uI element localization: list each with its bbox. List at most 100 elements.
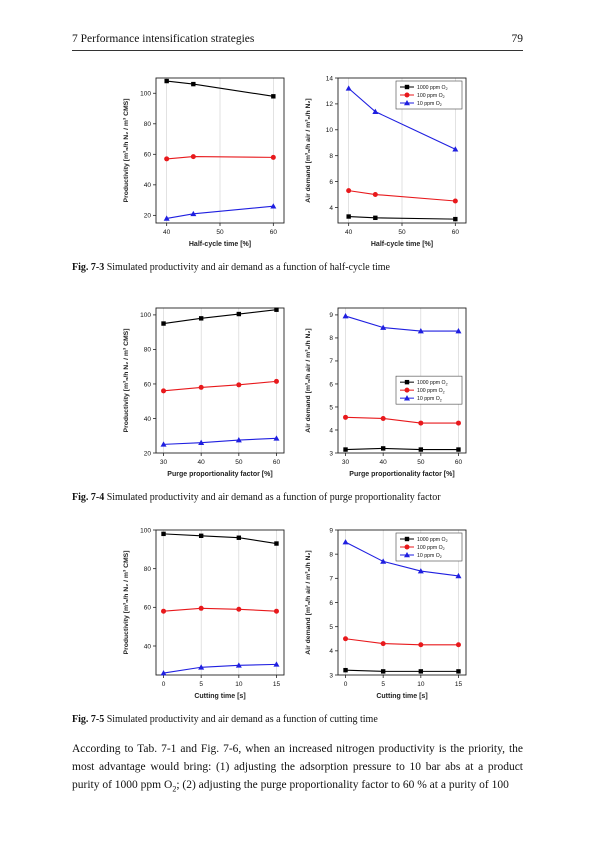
chart-fig-7-3-air-demand: 40 50 60 4 6 8 10 12 14 Half-cycle time [%] Air de… bbox=[300, 75, 472, 253]
legend-marker bbox=[405, 545, 410, 550]
y-tick-label: 14 bbox=[326, 75, 334, 82]
chart-svg: 30 40 50 6020406080100Purge proportionality… bbox=[118, 305, 290, 483]
legend-label: 10 ppm O2 bbox=[417, 553, 442, 559]
chart-svg: 40 50 60 4 6 8 10 12 14 Half-cycle time [%] Air de… bbox=[300, 75, 472, 253]
series-line bbox=[346, 316, 459, 331]
body-line: most advantage would bring: (1) adjustin… bbox=[72, 761, 523, 773]
data-point bbox=[343, 668, 347, 672]
x-tick-label: 5 bbox=[199, 681, 203, 688]
x-axis-label: Half-cycle time [%] bbox=[189, 241, 251, 248]
x-tick-label: 15 bbox=[455, 681, 463, 688]
body-paragraph: According to Tab. 7-1 and Fig. 7-6, when… bbox=[72, 740, 523, 798]
y-tick-label: 60 bbox=[144, 381, 152, 388]
data-point bbox=[456, 669, 460, 673]
y-tick-label: 20 bbox=[144, 450, 152, 457]
data-point bbox=[161, 388, 166, 393]
y-tick-label: 4 bbox=[329, 205, 333, 212]
y-tick-label: 40 bbox=[144, 182, 152, 189]
y-tick-label: 6 bbox=[329, 179, 333, 186]
y-tick-label: 3 bbox=[329, 450, 333, 457]
series-line bbox=[346, 639, 459, 645]
x-tick-label: 60 bbox=[455, 459, 463, 466]
y-axis-label: Air demand [m³ₙ/h air / m³ₙ/h N₂] bbox=[305, 550, 312, 654]
plot-frame bbox=[156, 530, 284, 675]
data-point bbox=[161, 321, 165, 325]
y-tick-label: 6 bbox=[329, 381, 333, 388]
data-point bbox=[191, 154, 196, 159]
data-point bbox=[199, 534, 203, 538]
legend-marker bbox=[405, 388, 410, 393]
y-tick-label: 7 bbox=[329, 358, 333, 365]
series-line bbox=[164, 310, 277, 324]
y-tick-label: 100 bbox=[140, 91, 151, 98]
series-line bbox=[164, 381, 277, 390]
body-text-fragment: purity of 1000 ppm O bbox=[72, 779, 172, 791]
body-line: purity of 1000 ppm O2; (2) adjusting the… bbox=[72, 779, 509, 791]
chart-svg: 0 5 10 15406080100Cutting time [s]Productiv… bbox=[118, 527, 290, 705]
y-tick-label: 40 bbox=[144, 416, 152, 423]
legend-label: 1000 ppm O2 bbox=[417, 537, 448, 543]
figure-caption-text: Simulated productivity and air demand as… bbox=[107, 492, 441, 503]
body-line: According to Tab. 7-1 and Fig. 7-6, when… bbox=[72, 743, 523, 755]
data-point bbox=[346, 214, 350, 218]
data-point bbox=[164, 79, 168, 83]
plot-frame bbox=[156, 308, 284, 453]
y-tick-label: 60 bbox=[144, 605, 152, 612]
data-point bbox=[373, 216, 377, 220]
y-tick-label: 4 bbox=[329, 427, 333, 434]
chart-fig-7-3-productivity: 40 50 60 20 40 60 80 100 Half-cycle time [%] Prod… bbox=[118, 75, 290, 253]
data-point bbox=[346, 85, 352, 90]
figure-label: Fig. 7-5 bbox=[72, 714, 104, 725]
chart-fig-7-4-air-demand: 30 40 50 60 3 4 5 6 7 8 9 Purge proportionality fac… bbox=[300, 305, 472, 483]
data-point bbox=[199, 385, 204, 390]
series-line bbox=[346, 670, 459, 671]
y-tick-label: 4 bbox=[329, 648, 333, 655]
y-tick-label: 12 bbox=[326, 101, 334, 108]
legend-marker bbox=[405, 93, 410, 98]
y-tick-label: 100 bbox=[140, 312, 151, 319]
chart-svg: 40 50 60 20 40 60 80 100 Half-cycle time [%] Prod… bbox=[118, 75, 290, 253]
data-point bbox=[381, 446, 385, 450]
x-axis-label: Purge proportionality factor [%] bbox=[349, 471, 454, 478]
x-tick-label: 30 bbox=[342, 459, 350, 466]
legend-label: 10 ppm O2 bbox=[417, 396, 442, 402]
data-point bbox=[237, 312, 241, 316]
series-line bbox=[164, 534, 277, 544]
legend-label: 1000 ppm O2 bbox=[417, 380, 448, 386]
chart-fig-7-4-productivity: 30 40 50 60 20 40 60 80 100 Purge proportionality… bbox=[118, 305, 290, 483]
chart-svg: 0 5 10 15 3 4 5 6 7 8 9 Cutting time [s] Air demand … bbox=[300, 527, 472, 705]
x-tick-label: 30 bbox=[160, 459, 168, 466]
x-tick-label: 5 bbox=[381, 681, 385, 688]
x-tick-label: 40 bbox=[163, 229, 171, 236]
data-point bbox=[418, 421, 423, 426]
series-line bbox=[164, 608, 277, 611]
data-point bbox=[274, 308, 278, 312]
figure-caption-7-5: Fig. 7-5 Simulated productivity and air … bbox=[72, 714, 378, 725]
x-tick-label: 50 bbox=[398, 229, 406, 236]
data-point bbox=[199, 316, 203, 320]
data-point bbox=[271, 155, 276, 160]
x-tick-label: 40 bbox=[380, 459, 388, 466]
data-point bbox=[373, 192, 378, 197]
y-tick-label: 80 bbox=[144, 347, 152, 354]
x-tick-label: 50 bbox=[216, 229, 224, 236]
x-tick-label: 60 bbox=[270, 229, 278, 236]
data-point bbox=[453, 198, 458, 203]
x-tick-label: 40 bbox=[345, 229, 353, 236]
data-point bbox=[419, 447, 423, 451]
y-tick-label: 8 bbox=[329, 153, 333, 160]
header-rule bbox=[72, 50, 523, 51]
data-point bbox=[274, 379, 279, 384]
x-tick-label: 10 bbox=[235, 681, 243, 688]
body-text-fragment: ; (2) adjusting the purge proportionalit… bbox=[176, 779, 509, 791]
legend-marker bbox=[405, 85, 409, 89]
data-point bbox=[456, 421, 461, 426]
y-tick-label: 80 bbox=[144, 566, 152, 573]
data-point bbox=[456, 447, 460, 451]
data-point bbox=[191, 82, 195, 86]
figure-label: Fig. 7-4 bbox=[72, 492, 104, 503]
chart-fig-7-5-air-demand: 0 5 10 15 3 4 5 6 7 8 9 Cutting time [s] Air demand … bbox=[300, 527, 472, 705]
y-tick-label: 3 bbox=[329, 672, 333, 679]
y-tick-label: 20 bbox=[144, 213, 152, 220]
chart-svg: 30 40 50 60 3 4 5 6 7 8 9 Purge proportionality fac… bbox=[300, 305, 472, 483]
